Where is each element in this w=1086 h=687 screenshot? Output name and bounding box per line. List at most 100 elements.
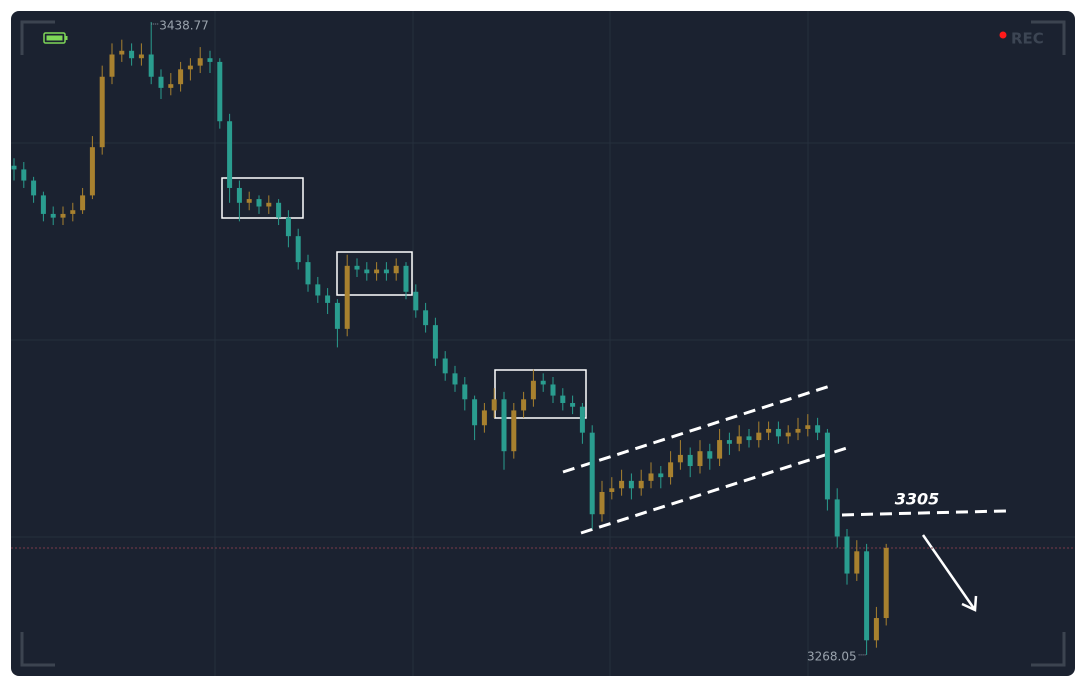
candle-body: [256, 199, 262, 207]
candle-body: [589, 432, 595, 515]
battery-tip: [65, 36, 68, 40]
channel-line: [562, 384, 831, 474]
candle-body: [815, 425, 821, 433]
candle-body: [619, 480, 625, 489]
candle-body: [844, 536, 850, 574]
grid: [11, 11, 1075, 676]
candle-body: [442, 358, 448, 374]
candle-body: [540, 380, 546, 385]
candle-body: [383, 269, 389, 274]
candle-body: [364, 269, 370, 274]
candle-body: [325, 295, 331, 303]
candle-body: [227, 121, 233, 188]
candle-body: [570, 403, 576, 407]
candle-body: [70, 210, 76, 214]
level-label: 3305: [895, 489, 940, 508]
candle-body: [315, 284, 321, 296]
rec-label: REC: [1011, 30, 1044, 48]
candle-body: [854, 551, 860, 574]
level-line: [841, 509, 1008, 517]
candle-body: [805, 425, 811, 429]
candle-body: [746, 436, 752, 441]
candle-body: [148, 54, 154, 77]
candle-body: [726, 440, 732, 444]
panel: [11, 11, 1075, 676]
channel: [562, 384, 851, 535]
candle-body: [736, 436, 742, 444]
battery: [43, 32, 66, 44]
candle-body: [697, 451, 703, 467]
candle-body: [266, 202, 272, 207]
candle-body: [99, 76, 105, 148]
candle-body: [462, 384, 468, 400]
candle-body: [11, 165, 17, 170]
battery-level: [46, 35, 63, 41]
candle-body: [775, 428, 781, 437]
candle-body: [207, 58, 213, 62]
candle-body: [119, 50, 125, 55]
candle-body: [687, 454, 693, 467]
candle-body: [599, 491, 605, 515]
high-label: 3438.77: [159, 18, 209, 32]
corner: [1031, 632, 1066, 667]
candle-body: [138, 54, 144, 59]
candle-body: [109, 54, 115, 77]
candle-body: [305, 262, 311, 285]
candle-body: [89, 147, 95, 196]
candle-body: [658, 473, 664, 478]
candle-body: [158, 76, 164, 88]
candle-body: [560, 395, 566, 404]
candle-body: [638, 480, 644, 489]
candle-body: [80, 195, 86, 211]
candle-body: [168, 84, 174, 88]
candle-body: [766, 428, 772, 433]
candle-body: [883, 547, 889, 619]
candle-body: [276, 202, 282, 218]
candle-body: [403, 265, 409, 292]
candle-body: [834, 499, 840, 537]
candle-body: [50, 213, 56, 218]
battery-icon: [43, 32, 68, 44]
candle-body: [246, 199, 252, 203]
candle-body: [481, 410, 487, 426]
candle-body: [609, 488, 615, 492]
candle-body: [432, 325, 438, 359]
candle-body: [236, 187, 242, 203]
candle-body: [864, 551, 870, 641]
candle-body: [579, 406, 585, 433]
range-box: [336, 251, 413, 296]
candle-body: [413, 291, 419, 311]
candle-body: [628, 480, 634, 489]
boxes: [221, 177, 587, 419]
candle-body: [491, 399, 497, 411]
corner-brackets: [20, 20, 1066, 667]
candle-body: [31, 180, 37, 196]
candle-body: [295, 236, 301, 263]
candle-body: [795, 428, 801, 433]
candle-body: [452, 373, 458, 385]
candle-body: [197, 58, 203, 66]
corner: [20, 632, 55, 667]
candle-body: [217, 61, 223, 122]
candle-body: [40, 195, 46, 214]
range-box: [494, 369, 587, 419]
candle-body: [550, 384, 556, 396]
candle-body: [60, 213, 66, 218]
candle-body: [785, 432, 791, 437]
candle-body: [756, 432, 762, 441]
candle-body: [668, 462, 674, 478]
candle-body: [285, 217, 291, 237]
candle-body: [334, 302, 340, 329]
arrow-head: [961, 595, 978, 612]
candle-body: [501, 399, 507, 452]
candle-body: [511, 410, 517, 452]
candle-body: [21, 169, 27, 181]
candle-body: [648, 473, 654, 481]
candle-body: [677, 454, 683, 463]
range-box: [221, 177, 304, 219]
candle-body: [824, 432, 830, 500]
rec-dot: [999, 31, 1007, 39]
candle-body: [187, 65, 193, 70]
